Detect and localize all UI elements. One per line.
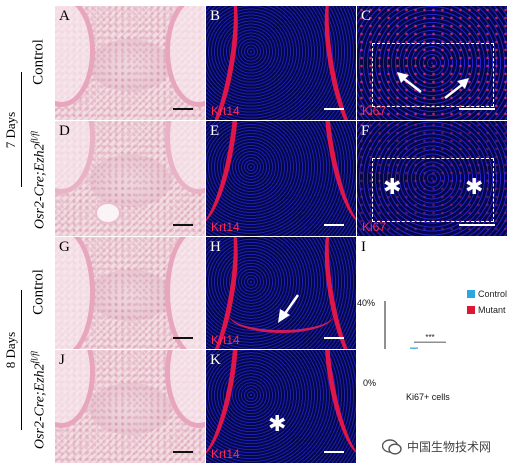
divider-line-bottom (21, 290, 23, 430)
panel-k-letter: K (210, 352, 221, 368)
panel-f-marker: Ki67 (362, 220, 387, 234)
panel-h-marker: Krt14 (211, 333, 240, 347)
panel-h-arrow (278, 294, 300, 323)
panel-i-chart: I *** Control Mutant (357, 237, 517, 349)
panel-g-letter: G (59, 239, 70, 255)
control-label-8d: Control (30, 269, 47, 315)
panel-j-letter: J (59, 352, 65, 368)
panel-h-krt14-image: H Krt14 (206, 237, 356, 349)
divider-line-top (21, 72, 23, 187)
mutant-label-7d: Osr2-Cre;Ezh2fl/fl (30, 131, 49, 229)
panel-c-scalebar (459, 108, 495, 110)
panel-g-he-image: G (55, 237, 205, 349)
panel-e-letter: E (210, 123, 220, 139)
panel-c-ki67-image: C Ki67 (357, 6, 507, 120)
panel-d-he-image: D (55, 121, 205, 236)
panel-j-scalebar (173, 451, 193, 453)
panel-c-marker: Ki67 (362, 104, 387, 118)
mutant-label-7d-sup: fl/fl (29, 130, 40, 144)
panel-f-asterisk-left: ✱ (383, 175, 402, 200)
panel-a-scalebar (173, 108, 193, 110)
panel-f-letter: F (361, 123, 370, 139)
panel-k-scalebar (324, 451, 344, 453)
wechat-icon (382, 438, 402, 455)
panel-f-asterisk-right: ✱ (465, 175, 484, 200)
legend-swatch-mutant (467, 306, 475, 314)
panel-f-ki67-image: ✱ ✱ F Ki67 (357, 121, 507, 236)
panel-a-letter: A (59, 8, 70, 24)
panel-c-letter: C (361, 8, 372, 24)
panel-f-roi-box (372, 158, 494, 222)
panel-k-asterisk: ✱ (268, 412, 287, 437)
panel-d-letter: D (59, 123, 70, 139)
panel-b-marker: Krt14 (211, 104, 240, 118)
legend-label-control: Control (478, 289, 507, 299)
chart-y-bottom-label: 0% (363, 378, 377, 388)
panel-k-marker: Krt14 (211, 447, 240, 461)
panel-e-scalebar (324, 224, 344, 226)
panel-a-he-image: A (55, 6, 205, 120)
panel-c-arrow-left (397, 72, 422, 93)
mutant-label-8d-sup: fl/fl (29, 350, 40, 364)
panel-b-scalebar (324, 108, 344, 110)
chart-y-top-label: 40% (357, 298, 376, 308)
panel-i-letter: I (361, 239, 366, 255)
mutant-label-7d-text: Osr2-Cre;Ezh2 (32, 143, 48, 230)
panel-h-letter: H (210, 239, 221, 255)
significance-stars: *** (425, 333, 434, 342)
legend-label-mutant: Mutant (478, 305, 506, 315)
panel-c-arrow-right (444, 78, 469, 99)
panel-e-marker: Krt14 (211, 220, 240, 234)
panel-g-scalebar (173, 337, 193, 339)
panel-f-scalebar (459, 224, 495, 226)
panel-k-krt14-image: ✱ K Krt14 (206, 350, 356, 463)
days-label-7: 7 Days (3, 111, 18, 149)
panel-j-he-image: J (55, 350, 205, 463)
mutant-label-8d-text: Osr2-Cre;Ezh2 (32, 363, 48, 450)
panel-c-roi-box (372, 43, 494, 107)
watermark-text: 中国生物技术网 (407, 440, 492, 454)
legend-swatch-control (467, 290, 475, 298)
panel-h-scalebar (324, 337, 344, 339)
panel-d-scalebar (173, 224, 193, 226)
chart-x-label: Ki67+ cells (406, 392, 450, 402)
mutant-label-8d: Osr2-Cre;Ezh2fl/fl (30, 351, 49, 449)
control-label-7d: Control (30, 39, 47, 85)
panel-b-krt14-image: B Krt14 (206, 6, 356, 120)
panel-b-letter: B (210, 8, 221, 24)
panel-e-krt14-image: E Krt14 (206, 121, 356, 236)
watermark: 中国生物技术网 (382, 438, 491, 455)
days-label-8: 8 Days (3, 331, 18, 369)
ki67-bar-chart: *** Control Mutant (384, 289, 507, 349)
